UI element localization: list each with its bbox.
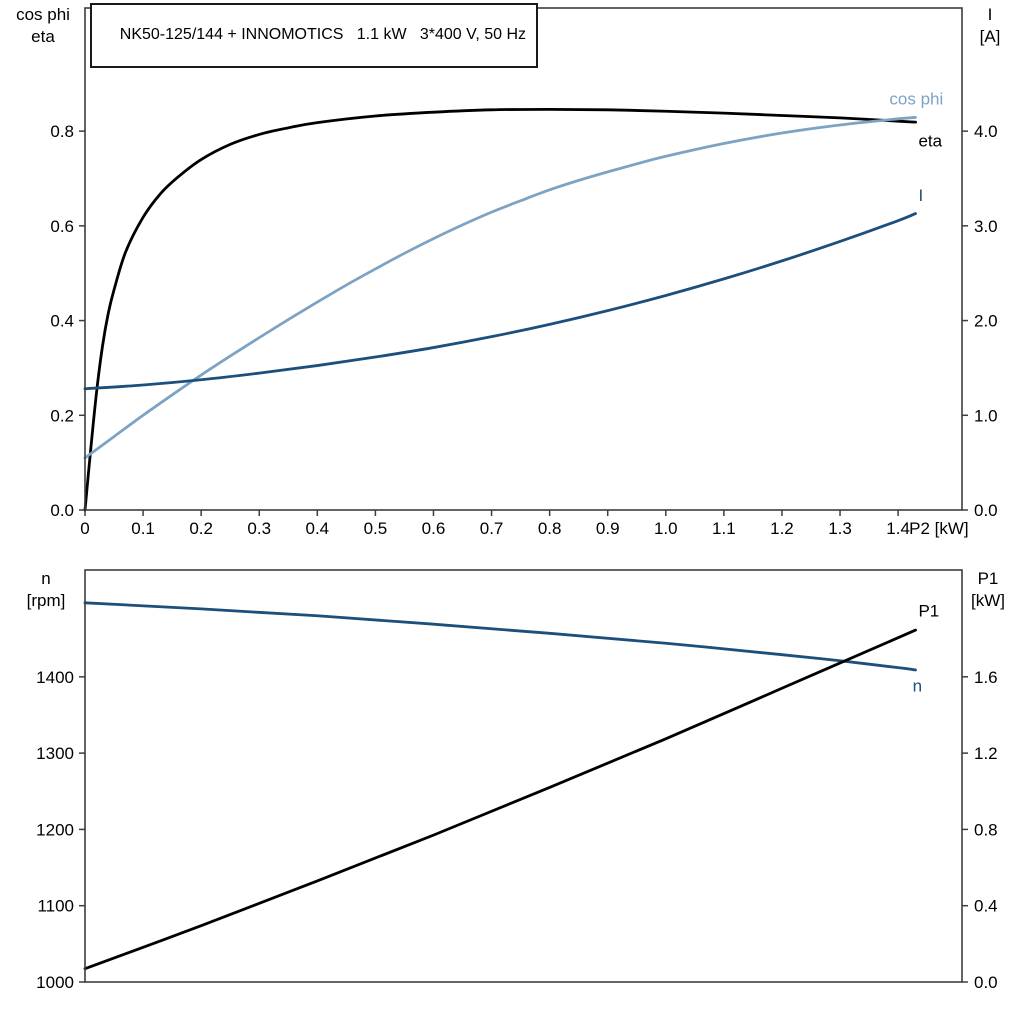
cos-phi-curve-label: cos phi (889, 90, 943, 109)
current-curve (83, 212, 917, 391)
top-left-tick-label: 0.2 (50, 406, 74, 425)
top-right-tick-label: 0.0 (974, 501, 998, 520)
current-curve-label: I (918, 186, 923, 205)
top-x-tick-label: 0.4 (305, 519, 329, 538)
top-left-tick-label: 0.6 (50, 217, 74, 236)
top-right-axis-unit-label: I [A] (962, 4, 1018, 48)
axis-label-current: I (987, 5, 993, 24)
chart-title-box: NK50-125/144 + INNOMOTICS 1.1 kW 3*400 V… (90, 3, 539, 68)
top-x-tick-label: 1.3 (828, 519, 852, 538)
axis-label-speed: n (41, 569, 51, 588)
top-x-tick-label: 1.4 (886, 519, 910, 538)
eta-curve-label: eta (918, 131, 942, 150)
top-left-tick-label: 0.4 (50, 312, 74, 331)
bottom-left-tick-label: 1200 (36, 820, 74, 839)
top-x-axis-unit-label: P2 [kW] (909, 519, 969, 538)
bottom-plot-frame (84, 569, 963, 983)
p1-curve-label: P1 (918, 602, 939, 621)
p1-curve (83, 628, 917, 971)
axis-label-p1-unit: [kW] (971, 590, 1005, 610)
top-x-tick-label: 0.8 (538, 519, 562, 538)
top-x-tick-label: 0.1 (131, 519, 155, 538)
top-right-tick-label: 2.0 (974, 312, 998, 331)
top-x-tick-label: 0.5 (364, 519, 388, 538)
top-x-tick-label: 0.2 (189, 519, 213, 538)
bottom-right-tick-label: 0.8 (974, 820, 998, 839)
speed-curve (83, 601, 917, 672)
eta-curve (83, 107, 917, 512)
axis-label-speed-unit: [rpm] (26, 590, 66, 610)
bottom-right-axis-unit-label: P1 [kW] (958, 568, 1018, 612)
top-right-tick-label: 4.0 (974, 122, 998, 141)
chart-title: NK50-125/144 + INNOMOTICS 1.1 kW 3*400 V… (119, 26, 527, 43)
bottom-chart-panel: 1000 1100 1200 1300 1400 0.0 0.4 0.8 1.2 1.6 n P1 (36, 569, 998, 992)
bottom-right-tick-label: 1.2 (974, 744, 998, 763)
top-left-tick-label: 0.0 (50, 501, 74, 520)
axis-label-p1: P1 (977, 569, 999, 588)
top-chart-panel: 0.0 0.2 0.4 0.6 0.8 0.0 1.0 2.0 3.0 4.0 0 0.1 0.2 0.3… (50, 7, 998, 538)
axis-label-current-unit: [A] (979, 26, 1001, 46)
top-left-axis-unit-label: cos phi eta (6, 4, 80, 48)
top-x-tick-label: 0.7 (480, 519, 504, 538)
top-plot-frame (84, 7, 963, 511)
bottom-right-tick-label: 0.0 (974, 973, 998, 992)
top-x-tick-label: 0.6 (422, 519, 446, 538)
top-x-tick-label: 1.1 (712, 519, 736, 538)
bottom-left-tick-label: 1400 (36, 668, 74, 687)
top-x-tick-label: 0.3 (247, 519, 271, 538)
bottom-right-tick-label: 0.4 (974, 897, 998, 916)
top-left-tick-label: 0.8 (50, 122, 74, 141)
axis-label-cos-phi: cos phi (16, 5, 70, 24)
axis-label-eta: eta (31, 26, 55, 46)
bottom-left-tick-label: 1000 (36, 973, 74, 992)
top-x-tick-label: 0.9 (596, 519, 620, 538)
cos-phi-curve (83, 116, 917, 460)
speed-curve-label: n (913, 676, 922, 695)
top-x-tick-label: 0 (80, 519, 89, 538)
top-x-tick-label: 1.2 (770, 519, 794, 538)
bottom-left-axis-unit-label: n [rpm] (14, 568, 78, 612)
bottom-left-tick-label: 1100 (37, 897, 74, 916)
top-right-tick-label: 3.0 (974, 217, 998, 236)
top-x-tick-label: 1.0 (654, 519, 678, 538)
bottom-right-tick-label: 1.6 (974, 668, 998, 687)
top-right-tick-label: 1.0 (974, 406, 998, 425)
bottom-left-tick-label: 1300 (36, 744, 74, 763)
